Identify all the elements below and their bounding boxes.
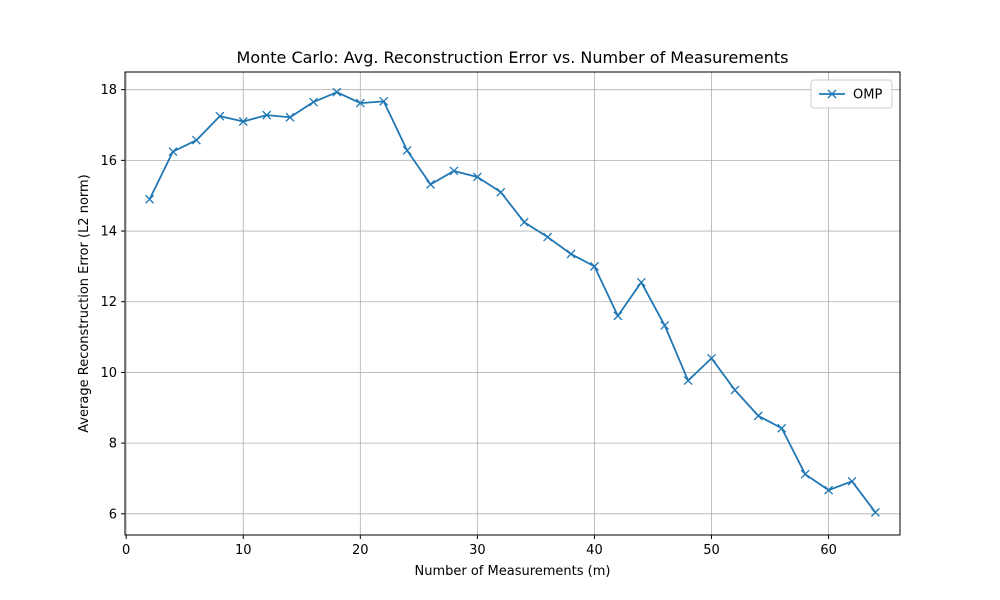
data-point-marker: [543, 232, 553, 242]
data-point-marker: [777, 423, 787, 433]
data-point-marker: [683, 376, 693, 386]
y-tick-label: 10: [100, 366, 117, 381]
series-layer: [145, 87, 880, 517]
data-point-marker: [402, 146, 412, 155]
y-tick-label: 8: [109, 437, 117, 452]
data-point-marker: [870, 507, 880, 517]
series-line-omp: [148, 91, 877, 513]
grid: [125, 72, 900, 535]
data-point-marker: [707, 353, 716, 363]
chart-title: Monte Carlo: Avg. Reconstruction Error v…: [237, 48, 789, 67]
y-tick-label: 14: [100, 225, 117, 240]
data-point-marker: [449, 166, 459, 176]
data-point-marker: [215, 111, 225, 121]
data-point-marker: [426, 179, 436, 189]
data-point-marker: [238, 117, 248, 126]
legend-box: [810, 79, 893, 109]
data-point-marker: [145, 194, 155, 204]
data-point-marker: [191, 135, 201, 145]
y-tick-label: 6: [109, 507, 117, 522]
x-tick-label: 50: [703, 543, 720, 558]
data-point-marker: [496, 187, 506, 197]
data-point-marker: [753, 411, 763, 421]
data-point-marker: [824, 485, 834, 495]
plot-area-frame: [124, 71, 901, 536]
x-tick-label: 10: [235, 543, 252, 558]
y-tick-label: 12: [100, 295, 117, 310]
data-point-marker: [168, 147, 178, 156]
data-point-marker: [847, 476, 857, 486]
data-point-marker: [800, 469, 810, 479]
x-tick-label: 0: [122, 543, 130, 558]
x-tick-label: 30: [469, 543, 486, 558]
data-point-marker: [355, 98, 365, 108]
data-point-marker: [730, 385, 740, 395]
data-point-marker: [660, 320, 670, 330]
data-point-marker: [379, 96, 389, 106]
legend-marker-omp: [827, 89, 837, 99]
data-point-marker: [472, 172, 482, 182]
x-axis-label: Number of Measurements (m): [415, 564, 611, 579]
y-tick-label: 18: [100, 83, 117, 98]
data-point-marker: [309, 97, 318, 107]
data-point-marker: [613, 311, 623, 321]
data-point-marker: [519, 217, 529, 227]
data-point-marker: [566, 249, 576, 259]
data-point-marker: [332, 87, 342, 97]
y-axis-label: Average Reconstruction Error (L2 norm): [77, 174, 92, 433]
data-point-marker: [589, 261, 599, 271]
x-tick-label: 40: [586, 543, 603, 558]
data-point-marker: [262, 110, 272, 120]
data-point-marker: [285, 112, 295, 122]
ticks: 0 10 20 30 40 50 60 6 8 10 12 14 16 18: [100, 83, 836, 558]
y-tick-label: 16: [100, 154, 117, 169]
legend: OMP: [810, 79, 893, 109]
x-tick-label: 60: [820, 543, 837, 558]
legend-label-omp: OMP: [853, 88, 882, 103]
data-point-marker: [636, 277, 646, 287]
x-tick-label: 20: [352, 543, 369, 558]
